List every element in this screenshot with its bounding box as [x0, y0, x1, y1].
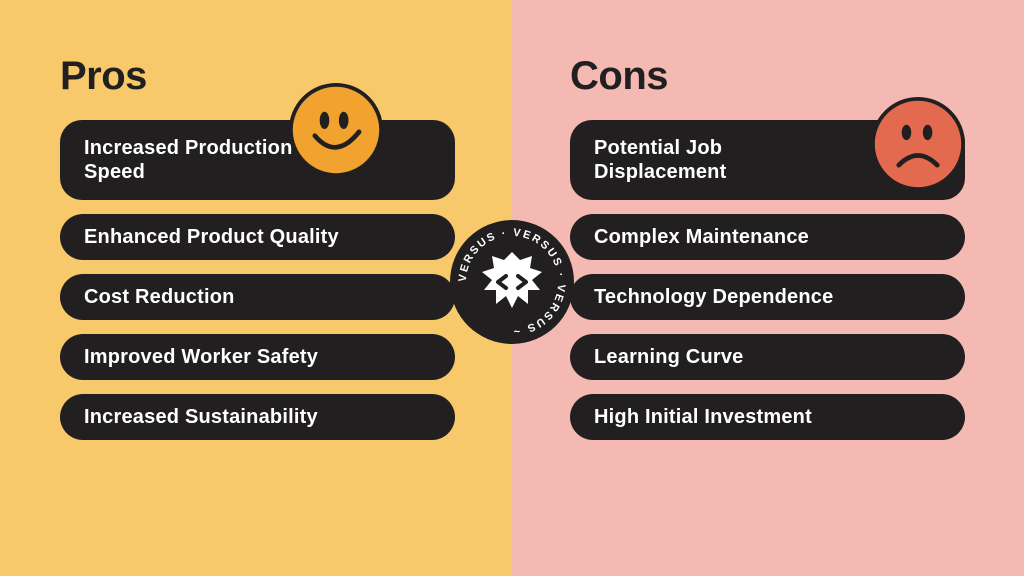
smile-face-icon [288, 82, 384, 178]
cons-item-3: Learning Curve [570, 334, 965, 380]
pros-heading: Pros [60, 54, 147, 99]
cons-item-3-label: Learning Curve [594, 345, 744, 369]
pros-item-1: Enhanced Product Quality [60, 214, 455, 260]
cons-item-1-label: Complex Maintenance [594, 225, 809, 249]
pros-item-1-label: Enhanced Product Quality [84, 225, 339, 249]
cons-item-4-label: High Initial Investment [594, 405, 812, 429]
pros-item-2: Cost Reduction [60, 274, 455, 320]
pros-item-4-label: Increased Sustainability [84, 405, 318, 429]
pros-cons-infographic: Pros Cons Increased Production Speed Pot… [0, 0, 1024, 576]
pros-item-4: Increased Sustainability [60, 394, 455, 440]
cons-item-1: Complex Maintenance [570, 214, 965, 260]
frown-face-icon [870, 96, 966, 192]
pros-item-2-label: Cost Reduction [84, 285, 235, 309]
cons-item-0-label: Potential Job Displacement [594, 136, 824, 184]
pros-item-0-label: Increased Production Speed [84, 136, 314, 184]
pros-item-0: Increased Production Speed [60, 120, 455, 200]
cons-item-4: High Initial Investment [570, 394, 965, 440]
pros-item-3-label: Improved Worker Safety [84, 345, 318, 369]
versus-badge-icon: VERSUS · VERSUS · VERSUS ~ [448, 218, 576, 346]
pros-item-3: Improved Worker Safety [60, 334, 455, 380]
cons-heading: Cons [570, 54, 668, 99]
cons-item-2: Technology Dependence [570, 274, 965, 320]
cons-item-2-label: Technology Dependence [594, 285, 833, 309]
